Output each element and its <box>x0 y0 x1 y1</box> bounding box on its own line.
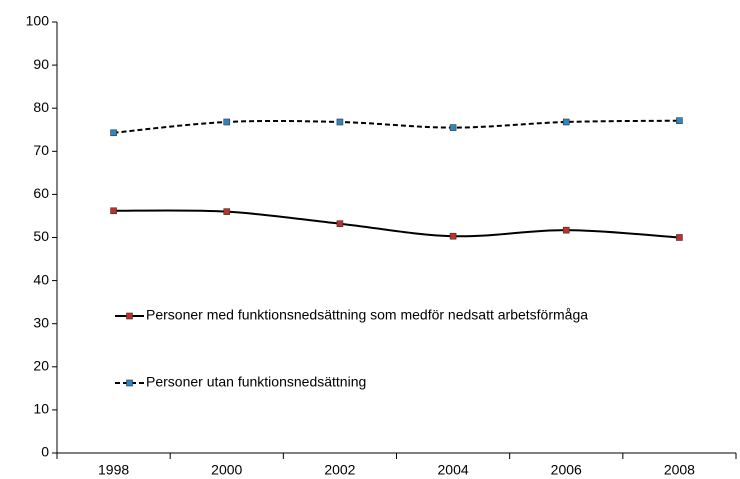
y-tick-label: 10 <box>33 401 49 417</box>
marker <box>110 129 117 137</box>
x-tick-label: 2002 <box>324 462 355 478</box>
y-tick-label: 30 <box>33 314 49 330</box>
x-tick-label: 2006 <box>551 462 582 478</box>
y-tick-label: 20 <box>33 358 49 374</box>
marker <box>676 234 683 241</box>
marker <box>449 124 457 131</box>
marker <box>676 117 683 124</box>
legend-marker <box>126 312 133 320</box>
y-tick-label: 90 <box>33 56 49 72</box>
series-line <box>113 119 680 134</box>
legend-label: Personer med funktionsnedsättning som me… <box>146 307 588 323</box>
marker <box>110 207 117 215</box>
marker <box>562 118 570 126</box>
y-tick-label: 60 <box>33 185 49 201</box>
marker <box>223 208 231 215</box>
y-tick-label: 40 <box>33 271 49 287</box>
x-tick-label: 2000 <box>211 462 242 478</box>
legend-label: Personer utan funktionsnedsättning <box>146 374 366 390</box>
y-tick-label: 0 <box>41 444 49 460</box>
legend-marker <box>126 379 133 387</box>
x-tick-label: 2004 <box>438 462 469 478</box>
y-tick-label: 100 <box>26 13 50 29</box>
y-tick-label: 50 <box>33 228 49 244</box>
x-tick-label: 1998 <box>98 462 129 478</box>
marker <box>336 220 344 228</box>
y-tick-label: 80 <box>33 99 49 115</box>
series-line <box>113 209 680 239</box>
x-tick-label: 2008 <box>664 462 695 478</box>
marker <box>562 226 570 234</box>
marker <box>449 232 457 240</box>
marker <box>223 118 231 126</box>
y-tick-label: 70 <box>33 142 49 158</box>
marker <box>336 118 344 126</box>
